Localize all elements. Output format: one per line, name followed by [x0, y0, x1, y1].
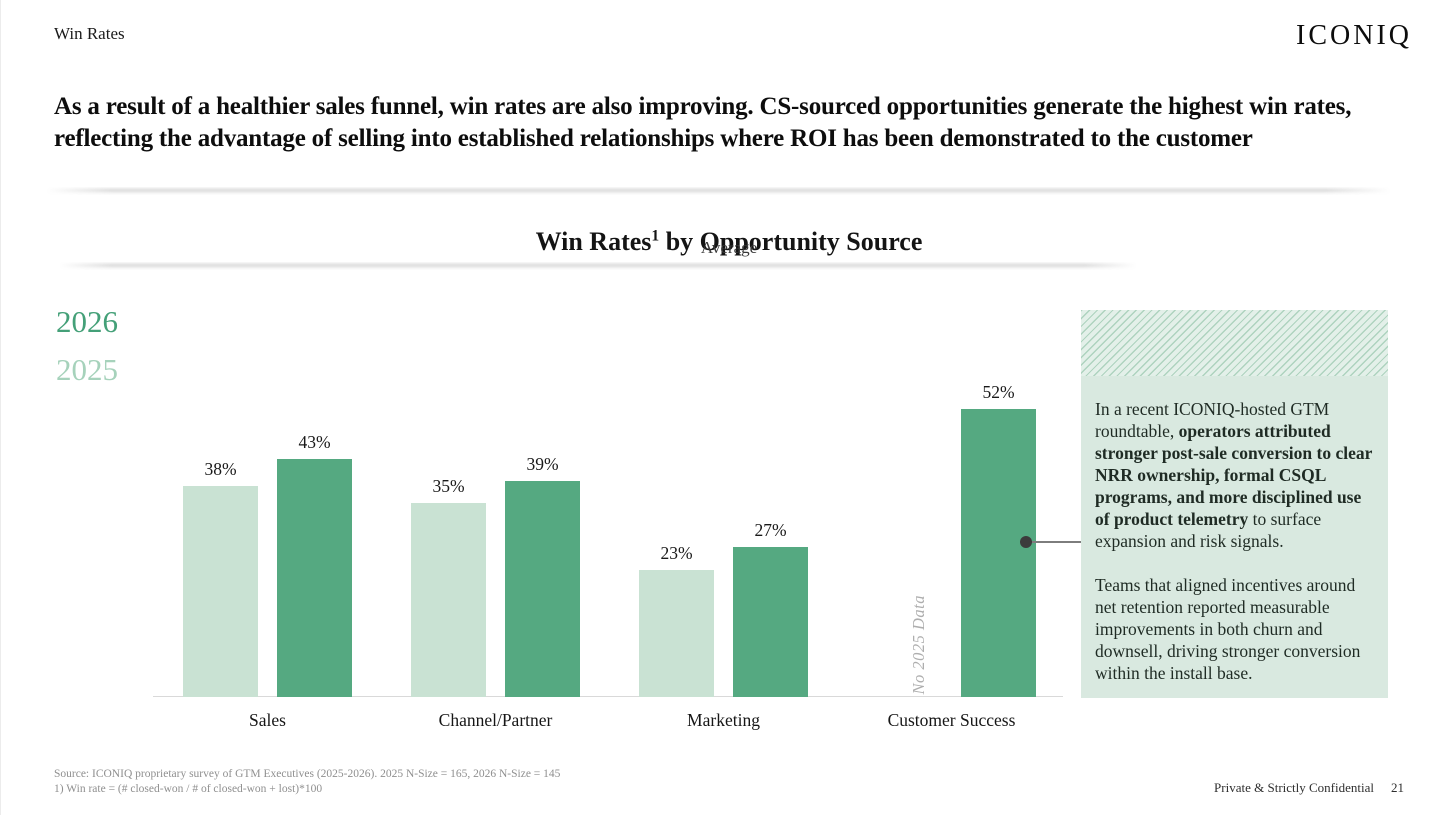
bar-2025-sales: 38%: [183, 459, 258, 697]
definition-note: 1) Win rate = (# closed-won / # of close…: [54, 783, 323, 795]
callout-text: In a recent ICONIQ-hosted GTM roundtable…: [1095, 399, 1330, 441]
callout-text: Teams that aligned incentives around net…: [1095, 575, 1361, 683]
divider-line: [46, 187, 1391, 195]
bar-2026-customer-success: 52%: [961, 382, 1036, 697]
bar-2025-marketing: 23%: [639, 543, 714, 697]
bar-group-customer-success: No 2025 Data 52% Customer Success: [867, 380, 1036, 730]
bar-group-channel-partner: 35% 39% Channel/Partner: [411, 380, 580, 730]
bar-2026-channel-partner: 39%: [505, 454, 580, 697]
category-label: Marketing: [687, 710, 760, 730]
callout-paragraph-2: Teams that aligned incentives around net…: [1095, 574, 1374, 684]
bar-value-label: 38%: [204, 459, 237, 479]
x-axis-line: [153, 696, 1063, 697]
category-label: Sales: [249, 710, 286, 730]
callout-panel-body: In a recent ICONIQ-hosted GTM roundtable…: [1081, 376, 1388, 684]
callout-connector-line: [1031, 541, 1083, 543]
bar-value-label: 52%: [982, 382, 1015, 402]
headline: As a result of a healthier sales funnel,…: [54, 92, 1352, 152]
bar-2025-channel-partner: 35%: [411, 476, 486, 697]
chart-subtitle: Average: [700, 238, 758, 257]
bar-value-label: 35%: [432, 476, 465, 496]
bar-group-sales: 38% 43% Sales: [183, 380, 352, 730]
iconiq-logo: ICONIQ: [1296, 20, 1412, 51]
divider-line: [59, 262, 1137, 270]
bar-slot-2025: 35%: [411, 380, 486, 697]
chart-legend: 2026 2025: [56, 298, 118, 394]
category-label: Customer Success: [887, 710, 1016, 730]
footer-right: Private & Strictly Confidential 21: [1214, 780, 1404, 796]
legend-item-2026: 2026: [56, 304, 118, 339]
no-data-note: No 2025 Data: [909, 595, 928, 695]
callout-text: to surface expansion and risk signals.: [1095, 509, 1322, 551]
bar-slot-2026: 52%: [961, 380, 1036, 697]
chart-title: Win Rates1 by Opportunity Source: [1, 227, 1456, 257]
bar-group-marketing: 23% 27% Marketing: [639, 380, 808, 730]
callout-panel: In a recent ICONIQ-hosted GTM roundtable…: [1081, 310, 1388, 698]
bar-slot-2025: 38%: [183, 380, 258, 697]
bar-2026-marketing: 27%: [733, 520, 808, 697]
chart-title-text-suffix: by Opportunity Source: [659, 226, 923, 256]
chart-title-text: Win Rates: [535, 226, 652, 256]
slide-section-label: Win Rates: [54, 24, 125, 43]
callout-text-bold: operators attributed stronger post-sale …: [1095, 421, 1373, 529]
callout-panel-hatch-pattern: [1081, 310, 1388, 376]
chart-title-footnote-marker: 1: [651, 226, 660, 244]
page-number: 21: [1391, 780, 1404, 795]
bar-value-label: 27%: [754, 520, 787, 540]
bar-slot-2026: 27%: [733, 380, 808, 697]
bar-2026-sales: 43%: [277, 432, 352, 697]
bar-value-label: 23%: [660, 543, 693, 563]
bar-slot-2026: 43%: [277, 380, 352, 697]
source-note: Source: ICONIQ proprietary survey of GTM…: [54, 768, 561, 780]
legend-item-2025: 2025: [56, 352, 118, 387]
bar-chart: 38% 43% Sales 35% 39% Channel/Partner 23% 27% Ma…: [153, 380, 1063, 730]
category-label: Channel/Partner: [438, 710, 553, 730]
bar-value-label: 39%: [526, 454, 559, 474]
bar-slot-2025: No 2025 Data: [867, 380, 942, 697]
bar-slot-2025: 23%: [639, 380, 714, 697]
bar-value-label: 43%: [298, 432, 331, 452]
callout-paragraph-1: In a recent ICONIQ-hosted GTM roundtable…: [1095, 398, 1374, 552]
confidential-label: Private & Strictly Confidential: [1214, 780, 1374, 795]
bar-slot-2026: 39%: [505, 380, 580, 697]
callout-connector-dot: [1020, 536, 1032, 548]
footnotes: Source: ICONIQ proprietary survey of GTM…: [54, 767, 560, 797]
